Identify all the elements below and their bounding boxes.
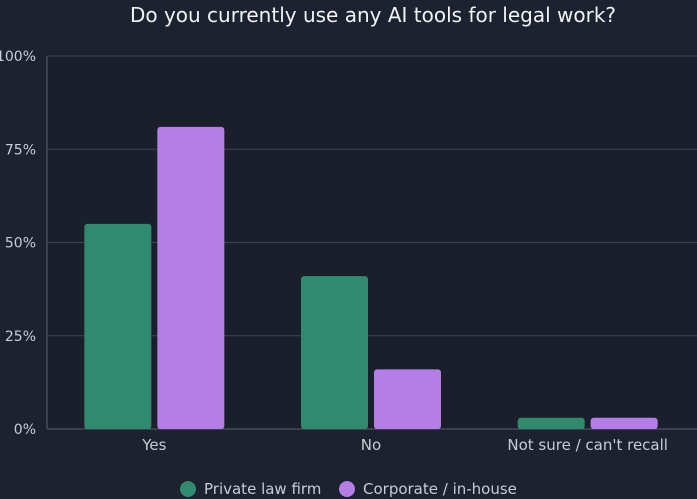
bar-private-law-firm-2 — [517, 417, 585, 429]
y-tick-label: 100% — [0, 49, 36, 65]
bar-private-law-firm-0 — [84, 223, 152, 429]
chart-title: Do you currently use any AI tools for le… — [130, 3, 616, 27]
legend-swatch — [180, 481, 196, 497]
bar-corporate-in-house-1 — [374, 369, 441, 429]
y-tick-label: 25% — [5, 329, 36, 345]
bar-corporate-in-house-2 — [590, 417, 658, 429]
y-axis-ticks: 0% 25% 50% 75% 100% — [0, 49, 36, 438]
bar-corporate-in-house-0 — [157, 126, 225, 430]
legend: Private law firm Corporate / in-house — [180, 480, 517, 498]
legend-swatch — [339, 481, 355, 497]
x-tick-label: Not sure / can't recall — [507, 436, 668, 454]
bars — [84, 126, 658, 430]
bar-private-law-firm-1 — [301, 276, 368, 429]
x-axis-labels: Yes No Not sure / can't recall — [141, 436, 668, 454]
x-tick-label: No — [361, 436, 381, 454]
grid-lines — [46, 55, 697, 430]
y-tick-label: 75% — [5, 142, 36, 158]
legend-label: Corporate / in-house — [363, 480, 517, 498]
y-tick-label: 0% — [14, 422, 36, 438]
y-tick-label: 50% — [5, 236, 36, 252]
legend-label: Private law firm — [204, 480, 321, 498]
x-tick-label: Yes — [141, 436, 166, 454]
